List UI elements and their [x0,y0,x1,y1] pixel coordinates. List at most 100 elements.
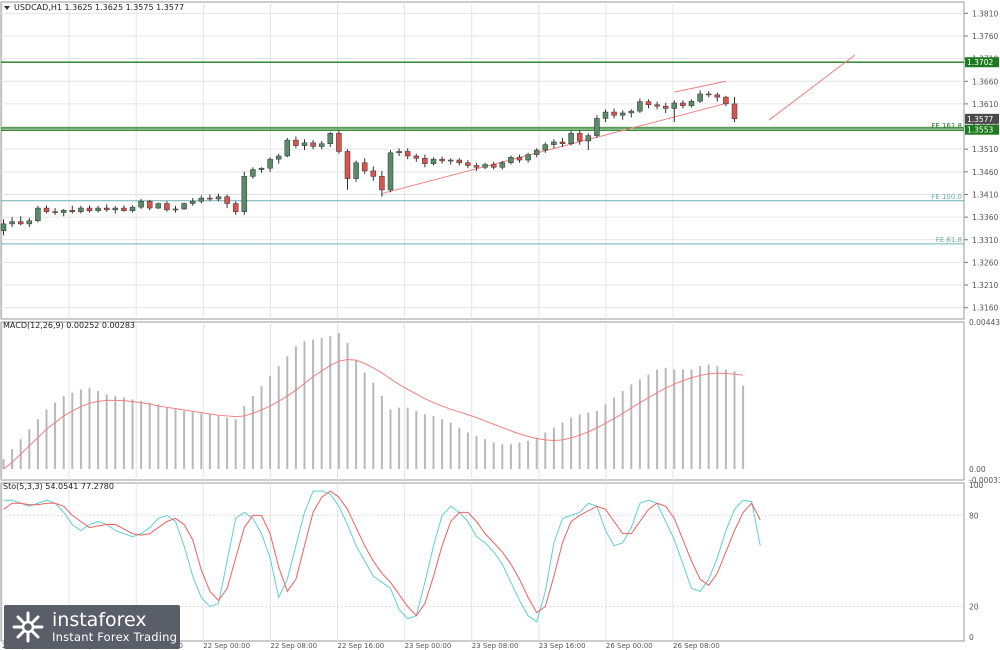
candle-down [731,103,738,120]
candle-down [714,94,721,98]
candle-down [576,133,583,142]
candle-up [585,135,592,142]
candle-up [327,133,334,144]
candle-up [250,169,256,177]
candle-down [611,111,617,116]
candle-up [301,142,308,146]
price-tick-label: 1.3210 [972,281,998,290]
candle-up [35,207,41,221]
stochastic-tick-label: 20 [969,603,979,612]
symbol-dropdown-icon[interactable] [4,6,10,10]
candle-up [508,157,514,164]
price-tick-label: 1.3160 [972,304,998,313]
candle-up [551,141,557,145]
macd-tick-label: -0.00033 [969,476,1000,485]
candle-up [0,223,7,231]
candle-down [17,221,24,225]
time-tick-label: 23 Sep 16:00 [539,642,586,650]
level-label: FE 61.8 [936,236,962,244]
candle-down [439,158,445,162]
candle-up [602,111,609,119]
candle-down [293,139,299,146]
level-label: FE 161.8 [931,122,962,130]
candle-up [9,221,15,225]
stochastic-signal-line [3,490,761,617]
candle-down [103,207,110,211]
candle-up [430,158,437,164]
candle-up [189,201,196,204]
candle-down [69,210,76,212]
candle-down [422,157,428,164]
candle-down [645,101,652,106]
candle-up [688,100,695,106]
candle-up [387,152,394,191]
candle-up [112,207,119,211]
candle-down [361,162,368,172]
candle-up [525,154,531,161]
candle-up [568,133,574,144]
candle-up [318,143,325,147]
macd-panel [2,332,745,470]
candle-up [533,149,540,155]
price-tick-label: 1.3660 [972,77,998,86]
candle-down [404,151,411,157]
watermark: instaforex Instant Forex Trading [4,605,180,649]
candle-up [542,144,549,151]
watermark-brand: instaforex [52,609,147,631]
candle-up [95,207,101,212]
candle-up [26,220,33,225]
symbol-title: USDCAD,H1 1.3625 1.3625 1.3575 1.3577 [14,3,184,12]
price-label: 1.3577 [967,115,993,124]
trendlines [381,54,856,195]
panel-frame [0,482,965,642]
candle-up [241,176,248,212]
candles [0,90,738,236]
stochastic-tick-label: 0 [969,633,974,642]
candle-down [723,96,729,105]
candle-down [310,142,316,147]
candle-down [413,155,420,159]
stochastic-tick-label: 80 [969,511,979,520]
candle-up [594,118,600,136]
price-tick-label: 1.3310 [972,236,998,245]
time-tick-label: 26 Sep 08:00 [673,642,720,650]
candle-down [86,207,93,212]
candle-down [559,141,566,144]
candle-up [138,201,144,208]
candle-down [344,151,351,179]
stochastic-panel [1,490,964,623]
candle-up [78,207,84,212]
candle-down [370,170,377,177]
panel-frame [0,1,965,320]
macd-tick-label: 0.00 [969,465,986,474]
time-tick-label: 22 Sep 08:00 [270,642,317,650]
candle-up [181,203,187,210]
candle-down [473,165,480,168]
time-tick-label: 23 Sep 00:00 [405,642,452,650]
candle-up [697,93,703,102]
candle-up [215,196,222,200]
price-tick-label: 1.3510 [972,145,998,154]
panel-frame [0,321,965,481]
price-label-box [965,113,999,124]
horizontal-levels: FE 161.8 FE 100.0 FE 61.8 [1,61,964,245]
candle-down [680,102,686,106]
price-tick-label: 1.3460 [972,168,998,177]
candle-down [662,105,669,109]
stochastic-main-line [3,490,761,623]
candle-up [267,158,273,169]
macd-tick-label: 0.00443 [969,318,1000,327]
price-tick-label: 1.3260 [972,258,998,267]
candle-up [60,210,67,213]
candle-up [284,139,291,157]
candle-down [336,133,342,152]
candle-down [232,203,239,212]
candle-up [155,203,162,209]
candle-up [447,159,454,162]
candle-down [490,164,497,168]
macd-signal-line [3,359,744,470]
price-label: 1.3702 [967,58,993,67]
candle-down [121,207,127,212]
